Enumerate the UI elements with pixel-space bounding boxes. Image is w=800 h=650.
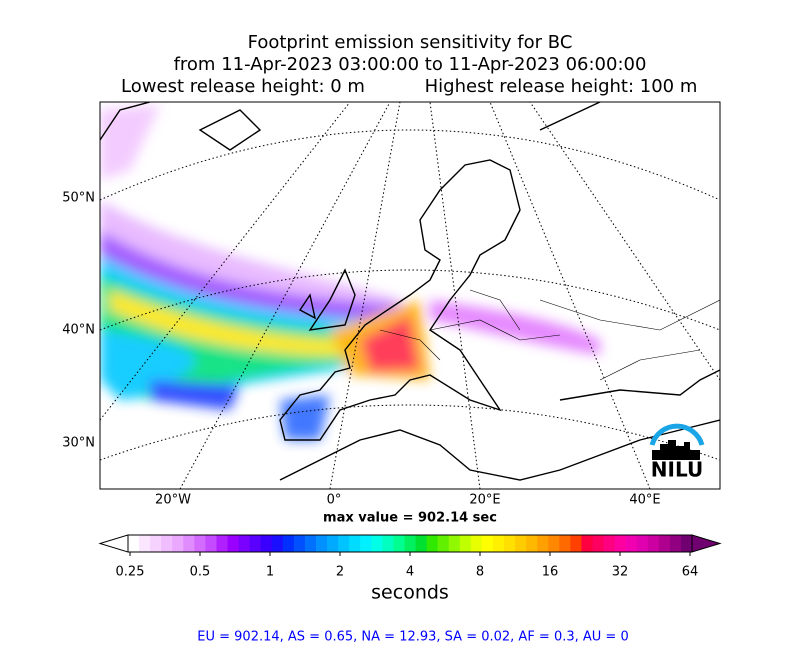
colorbar-cell xyxy=(526,535,538,552)
colorbar-cell xyxy=(293,535,306,552)
lon-label: 20°W xyxy=(155,493,191,508)
colorbar-cell xyxy=(647,535,660,552)
footer-stats: EU = 902.14, AS = 0.65, NA = 12.93, SA =… xyxy=(197,630,628,645)
colorbar-cell xyxy=(271,535,284,552)
colorbar-tick-label: 8 xyxy=(476,565,484,580)
colorbar-arrow xyxy=(98,534,129,553)
colorbar-cell xyxy=(338,535,350,552)
colorbar-label: seconds xyxy=(371,582,449,604)
colorbar-cell xyxy=(183,535,195,552)
graticule xyxy=(100,102,720,489)
lat-label: 50°N xyxy=(62,191,95,206)
colorbar-cell xyxy=(128,535,140,552)
lat-label: 40°N xyxy=(62,323,95,338)
colorbar-cell xyxy=(592,535,605,552)
colorbar-cell xyxy=(658,535,671,552)
colorbar-cell xyxy=(404,535,417,552)
colorbar-tick-label: 0.25 xyxy=(116,565,145,580)
colorbar-cell xyxy=(371,535,383,552)
colorbar-cell xyxy=(172,535,184,552)
title-line: from 11-Apr-2023 03:00:00 to 11-Apr-2023… xyxy=(174,54,647,75)
nilu-logo: NILU xyxy=(649,423,705,482)
colorbar-cell xyxy=(205,535,217,552)
colorbar-cell xyxy=(216,535,229,552)
colorbar-cell xyxy=(260,535,273,552)
colorbar-cell xyxy=(559,535,571,552)
colorbar-cell xyxy=(548,535,560,552)
colorbar-tick-label: 4 xyxy=(406,565,414,580)
colorbar-tick-label: 0.5 xyxy=(190,565,211,580)
colorbar-cell xyxy=(680,535,693,552)
lat-label: 30°N xyxy=(62,436,95,451)
colorbar-cell xyxy=(614,535,627,552)
colorbar-tick-label: 1 xyxy=(266,565,274,580)
colorbar-cell xyxy=(161,535,173,552)
lon-label: 20°E xyxy=(469,493,500,508)
colorbar-cell xyxy=(581,535,593,552)
colorbar-cell xyxy=(316,535,328,552)
lon-label: 0° xyxy=(327,493,342,508)
colorbar-cell xyxy=(415,535,428,552)
colorbar-cell xyxy=(393,535,405,552)
colorbar-cell xyxy=(625,535,638,552)
colorbar: 0.25 0.5 1 2 4 8 16 32 64 xyxy=(98,534,722,580)
colorbar-cell xyxy=(327,535,339,552)
lon-label: 40°E xyxy=(629,493,660,508)
colorbar-cell xyxy=(304,535,317,552)
colorbar-cell xyxy=(249,535,262,552)
logo-text: NILU xyxy=(651,458,703,482)
coastline xyxy=(100,102,720,481)
map-frame xyxy=(99,101,721,490)
colorbar-tick-label: 2 xyxy=(336,565,344,580)
colorbar-cell xyxy=(481,535,494,552)
colorbar-cell xyxy=(360,535,372,552)
colorbar-cell xyxy=(282,535,295,552)
colorbar-cell xyxy=(515,535,527,552)
colorbar-cell xyxy=(570,535,582,552)
lowest-height: Lowest release height: 0 m xyxy=(121,76,365,97)
map: NILU xyxy=(100,102,720,489)
highest-height: Highest release height: 100 m xyxy=(425,76,698,97)
max-value: max value = 902.14 sec xyxy=(323,511,497,526)
colorbar-cell xyxy=(150,535,162,552)
colorbar-cell xyxy=(194,535,206,552)
colorbar-cell xyxy=(470,535,483,552)
colorbar-cell xyxy=(227,535,240,552)
colorbar-cell xyxy=(636,535,649,552)
colorbar-tick-label: 16 xyxy=(542,565,559,580)
colorbar-cell xyxy=(139,535,151,552)
title-line: Footprint emission sensitivity for BC xyxy=(248,32,573,53)
colorbar-cell xyxy=(437,535,450,552)
colorbar-cell xyxy=(382,535,394,552)
colorbar-cell xyxy=(459,535,472,552)
colorbar-cell xyxy=(426,535,439,552)
colorbar-arrow xyxy=(691,534,722,553)
colorbar-cell xyxy=(448,535,461,552)
colorbar-cell xyxy=(537,535,549,552)
colorbar-tick-label: 64 xyxy=(682,565,699,580)
colorbar-cell xyxy=(603,535,616,552)
colorbar-cell xyxy=(349,535,361,552)
colorbar-cell xyxy=(238,535,251,552)
colorbar-cell xyxy=(492,535,505,552)
colorbar-tick-label: 32 xyxy=(612,565,629,580)
colorbar-cell xyxy=(669,535,682,552)
colorbar-cell xyxy=(504,535,516,552)
